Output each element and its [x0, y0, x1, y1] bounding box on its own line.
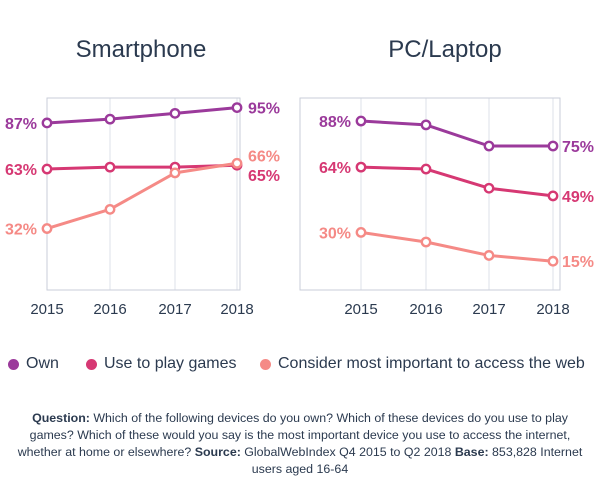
legend-marker [8, 358, 19, 370]
smartphone-series-line-1 [46, 163, 238, 171]
smartphone-chart-title: Smartphone [75, 36, 207, 63]
legend-label: Own [26, 355, 59, 372]
smartphone-end-label-2: 66% [248, 148, 280, 165]
pc-laptop-x-tick-2015: 2015 [344, 301, 377, 318]
smartphone-point-0-2016 [104, 113, 116, 125]
pc-laptop-start-label-1: 64% [319, 160, 351, 177]
pc-laptop-chart-title: PC/Laptop [388, 36, 502, 63]
pc-laptop-series-line-0 [360, 119, 553, 148]
smartphone-x-tick-2018: 2018 [220, 301, 253, 318]
pc-laptop-end-label-1: 49% [562, 189, 594, 206]
pc-laptop-point-0-2018 [547, 140, 559, 152]
smartphone-point-1-2015 [41, 163, 53, 175]
pc-laptop-x-tick-2018: 2018 [536, 301, 569, 318]
smartphone-plot-frame [46, 97, 241, 291]
question-text: Which of the following devices do you ow… [17, 411, 571, 459]
chart-footnote: Question: Which of the following devices… [10, 410, 590, 478]
pc-laptop-point-1-2017 [483, 182, 495, 194]
smartphone-point-2-2017 [169, 167, 181, 179]
pc-laptop-point-1-2018 [547, 190, 559, 202]
legend-item-most-important-web: Consider most important to access the we… [260, 355, 585, 373]
smartphone-point-2-2015 [41, 223, 53, 234]
base-text: 853,828 Internet users aged 16-64 [251, 445, 583, 476]
legend-item-own: Own [8, 355, 59, 373]
pc-laptop-point-2-2015 [355, 226, 367, 238]
pc-laptop-start-label-2: 30% [319, 225, 351, 242]
smartphone-point-2-2018 [231, 157, 243, 169]
pc-laptop-point-2-2018 [547, 255, 559, 267]
smartphone-series-line-0 [46, 106, 238, 125]
smartphone-point-0-2015 [41, 117, 53, 129]
pc-laptop-x-tick-2017: 2017 [472, 301, 505, 318]
smartphone-x-tick-2017: 2017 [158, 301, 191, 318]
chart-legend: Own Use to play games Consider most impo… [8, 355, 598, 377]
pc-laptop-start-label-0: 88% [319, 114, 351, 131]
pc-laptop-plot-frame [299, 97, 561, 291]
source-label: Source: [194, 445, 241, 459]
smartphone-end-label-0: 95% [248, 101, 280, 118]
pc-laptop-point-2-2017 [483, 250, 495, 261]
pc-laptop-point-0-2015 [355, 115, 367, 127]
smartphone-end-label-1: 65% [248, 168, 280, 185]
pc-laptop-point-0-2017 [483, 140, 495, 152]
line-charts: 2015 2016 2017 2018 87% 95% 63% 65% 32% 66% 2015 20… [5, 97, 594, 318]
legend-marker [260, 358, 271, 370]
pc-laptop-point-1-2015 [355, 161, 367, 173]
pc-laptop-end-label-0: 75% [562, 139, 594, 156]
pc-laptop-point-1-2016 [420, 163, 432, 175]
legend-item-play-games: Use to play games [86, 355, 237, 373]
legend-marker [86, 358, 97, 370]
smartphone-start-label-0: 87% [5, 116, 37, 133]
smartphone-series-line-2 [46, 161, 238, 230]
pc-laptop-end-label-2: 15% [562, 254, 594, 271]
smartphone-point-1-2016 [104, 161, 116, 173]
question-label: Question: [32, 411, 90, 425]
legend-label: Consider most important to access the we… [278, 355, 585, 372]
legend-label: Use to play games [104, 355, 237, 372]
smartphone-x-tick-2015: 2015 [30, 301, 63, 318]
smartphone-x-tick-2016: 2016 [93, 301, 126, 318]
pc-laptop-point-0-2016 [420, 119, 432, 131]
pc-laptop-x-tick-2016: 2016 [409, 301, 442, 318]
smartphone-start-label-2: 32% [5, 222, 37, 239]
smartphone-point-0-2018 [231, 102, 243, 114]
smartphone-point-2-2016 [104, 203, 116, 215]
base-label: Base: [454, 445, 489, 459]
smartphone-point-0-2017 [169, 107, 181, 119]
smartphone-start-label-1: 63% [5, 162, 37, 179]
source-text: GlobalWebIndex Q4 2015 to Q2 2018 [240, 445, 455, 459]
pc-laptop-point-2-2016 [420, 236, 432, 248]
pc-laptop-series-line-1 [360, 165, 554, 198]
pc-laptop-series-line-2 [360, 230, 554, 263]
